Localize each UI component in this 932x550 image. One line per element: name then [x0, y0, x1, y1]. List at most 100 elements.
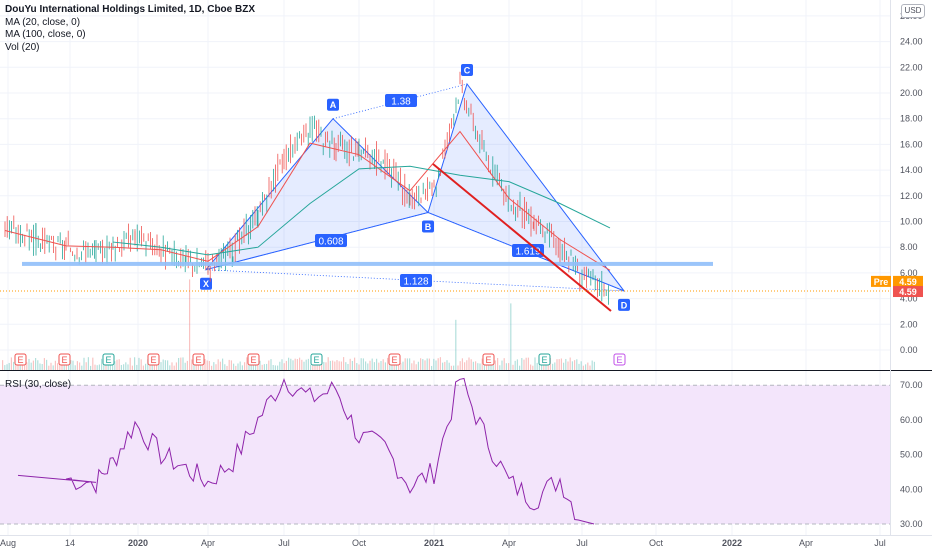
time-tick-label: 2022: [722, 538, 742, 548]
volume-bar: [4, 365, 6, 370]
point-d-badge: [618, 298, 630, 311]
volume-bar: [347, 363, 349, 370]
ratio-badge: [400, 274, 432, 287]
support-line: [22, 261, 713, 266]
volume-bar: [237, 363, 239, 370]
volume-bar: [367, 363, 369, 370]
point-c-badge: [461, 64, 473, 77]
volume-bar: [530, 364, 532, 370]
volume-bar: [431, 365, 433, 370]
volume-bar: [189, 279, 191, 370]
volume-bar: [411, 363, 413, 370]
volume-bar: [358, 364, 360, 370]
volume-bar: [123, 364, 125, 370]
volume-bar: [46, 359, 48, 370]
volume-bar: [314, 362, 316, 370]
chart-title: DouYu International Holdings Limited, 1D…: [5, 4, 256, 15]
volume-bar: [444, 361, 446, 370]
volume-bar: [382, 359, 384, 370]
volume-bar: [455, 319, 457, 370]
last-price-badge: [893, 286, 923, 298]
volume-bar: [241, 365, 243, 370]
volume-bar: [39, 363, 41, 370]
volume-bar: [468, 357, 470, 370]
volume-bar: [327, 357, 329, 370]
volume-bar: [116, 359, 118, 370]
volume-bar: [43, 358, 45, 370]
volume-bar: [81, 365, 83, 370]
time-tick-label: 2020: [128, 538, 148, 548]
price-tick-label: 2.00: [900, 319, 918, 329]
volume-bar: [591, 360, 593, 370]
volume-bar: [109, 364, 111, 370]
volume-bar: [288, 357, 290, 370]
volume-bar: [37, 360, 39, 370]
volume-bar: [87, 357, 89, 370]
pre-badge-label: Pre: [874, 277, 889, 287]
event-marker: [102, 353, 115, 366]
volume-bar: [114, 361, 116, 370]
point-b-label: B: [425, 222, 432, 232]
volume-bar: [354, 357, 356, 370]
volume-bar: [464, 362, 466, 370]
volume-bar: [514, 360, 516, 370]
volume-bar: [217, 359, 219, 370]
volume-bar: [426, 358, 428, 370]
volume-bar: [387, 357, 389, 370]
volume-bar: [105, 362, 107, 370]
event-label: E: [17, 355, 23, 365]
volume-bar: [285, 360, 287, 370]
volume-bar: [184, 362, 186, 370]
volume-bar: [186, 360, 188, 370]
volume-bar: [134, 357, 136, 370]
event-marker: [310, 353, 323, 366]
rsi-tick-label: 70.00: [900, 380, 923, 390]
volume-bar: [424, 360, 426, 370]
rsi-tick-label: 30.00: [900, 519, 923, 529]
volume-bar: [296, 359, 298, 370]
volume-bar: [268, 360, 270, 370]
volume-bar: [508, 363, 510, 370]
volume-bar: [74, 365, 76, 370]
volume-bar: [72, 360, 74, 370]
volume-bar: [323, 361, 325, 370]
volume-bar: [523, 359, 525, 370]
volume-bar: [2, 360, 4, 370]
volume-bar: [404, 358, 406, 370]
volume-bar: [371, 358, 373, 370]
volume-legend[interactable]: Vol (20): [5, 41, 40, 53]
rsi-panel: [0, 377, 890, 525]
event-label: E: [313, 355, 319, 365]
price-tick-label: 22.00: [900, 62, 923, 72]
volume-bar: [228, 359, 230, 370]
volume-bar: [365, 361, 367, 370]
event-marker: [613, 353, 626, 366]
currency-badge[interactable]: USD: [901, 4, 925, 18]
volume-bar: [272, 365, 274, 370]
time-tick-label: Oct: [649, 538, 664, 548]
ma100-legend[interactable]: MA (100, close, 0): [5, 29, 86, 40]
volume-bar: [538, 360, 540, 370]
volume-bar: [527, 357, 529, 370]
axes: 0.00 2.00 4.00 6.00 8.00 10.00 12.00 14.00 16.00…: [0, 11, 923, 548]
harmonic-pattern: X A B C D 0.608 1.38 1.619 1.128: [200, 64, 630, 311]
time-tick-label: Jul: [576, 538, 588, 548]
rsi-legend[interactable]: RSI (30, close): [5, 379, 72, 390]
volume-bar: [448, 362, 450, 370]
price-tick-label: 6.00: [900, 268, 918, 278]
volume-bar: [13, 361, 15, 370]
ma20-legend[interactable]: MA (20, close, 0): [5, 16, 81, 28]
volume-bar: [450, 365, 452, 370]
event-marker: [58, 353, 71, 366]
volume-bar: [283, 363, 285, 370]
volume-bar: [118, 359, 120, 370]
volume-bar: [6, 364, 8, 370]
time-tick-label: Oct: [352, 538, 367, 548]
time-tick-label: Apr: [201, 538, 215, 548]
volume-bar: [131, 365, 133, 370]
volume-bar: [279, 361, 281, 370]
volume-bar: [362, 358, 364, 370]
volume-bar: [580, 361, 582, 370]
ratio-label: 1.128: [403, 277, 428, 288]
